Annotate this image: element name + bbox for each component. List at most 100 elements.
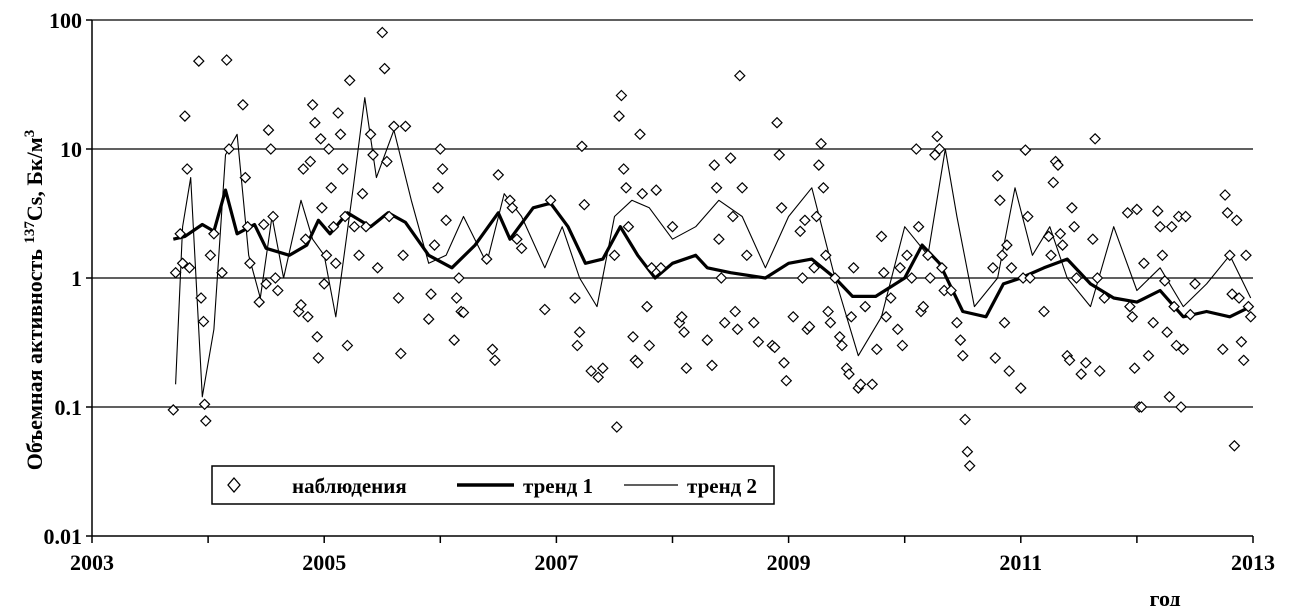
- legend-label-trend1: тренд 1: [523, 474, 593, 498]
- observation-point: [1089, 132, 1101, 145]
- observation-point: [870, 343, 883, 356]
- observation-point: [480, 253, 493, 265]
- observation-point: [223, 143, 235, 155]
- observation-point: [440, 214, 452, 227]
- x-tick-label: 2007: [534, 550, 578, 575]
- observation-point: [1233, 292, 1245, 304]
- observation-point: [348, 220, 361, 233]
- observation-point: [448, 334, 461, 346]
- observation-point: [1005, 261, 1018, 274]
- observation-point: [912, 220, 925, 233]
- observation-point: [1240, 249, 1252, 262]
- observation-point: [334, 128, 347, 141]
- observation-point: [1177, 343, 1190, 356]
- observation-point: [891, 323, 904, 336]
- observation-point: [573, 326, 586, 339]
- observation-point: [314, 132, 327, 145]
- observation-point: [515, 242, 528, 255]
- observation-point: [1047, 176, 1060, 189]
- observation-point: [239, 171, 252, 184]
- observation-point: [645, 261, 658, 274]
- observation-point: [264, 143, 277, 155]
- observation-point: [1014, 382, 1027, 394]
- observation-point: [364, 128, 377, 141]
- observation-point: [436, 163, 449, 175]
- observation-point: [489, 354, 501, 367]
- observation-point: [181, 163, 194, 175]
- observation-point: [1138, 257, 1150, 270]
- observation-point: [1156, 249, 1169, 262]
- observation-point: [815, 137, 827, 150]
- observation-point: [167, 404, 180, 416]
- observation-point: [383, 210, 396, 223]
- observation-point: [1001, 239, 1013, 251]
- y-tick-label: 1: [71, 266, 82, 291]
- observation-point: [1228, 439, 1241, 452]
- observation-point: [1093, 365, 1106, 377]
- observation-point: [544, 194, 557, 207]
- observation-point: [1168, 300, 1180, 313]
- observation-point: [1223, 249, 1236, 262]
- observation-point: [592, 371, 605, 384]
- observation-point: [329, 257, 342, 270]
- observation-point: [392, 292, 405, 304]
- observation-point: [220, 54, 233, 66]
- observation-point: [655, 261, 667, 274]
- observation-point: [1068, 220, 1081, 233]
- observation-point: [636, 187, 649, 200]
- observation-point: [787, 310, 800, 323]
- observation-point: [1079, 356, 1092, 369]
- observation-point: [1189, 278, 1201, 290]
- observation-point: [1147, 316, 1160, 329]
- observation-point: [1131, 203, 1143, 216]
- observation-point: [312, 352, 325, 364]
- observation-point: [859, 300, 872, 313]
- y-axis-label: Объемная активность 137Cs, Бк/м3: [22, 130, 47, 470]
- observation-point: [951, 316, 963, 329]
- observation-point: [833, 330, 846, 343]
- observation-point: [773, 149, 786, 161]
- observation-point: [1126, 310, 1139, 323]
- observation-point: [336, 163, 349, 175]
- observation-point: [710, 181, 723, 194]
- x-axis-label: год: [1150, 586, 1181, 606]
- observation-point: [1184, 308, 1197, 321]
- observation-point: [945, 284, 957, 297]
- observation-point: [1175, 401, 1187, 413]
- observation-point: [991, 169, 1004, 182]
- legend: наблюдения тренд 1 тренд 2: [211, 465, 775, 505]
- observation-point: [775, 201, 788, 214]
- observation-point: [353, 249, 365, 262]
- observation-point: [803, 320, 816, 333]
- observation-point: [729, 305, 742, 318]
- observation-point: [322, 143, 335, 155]
- observation-point: [492, 169, 505, 181]
- observation-point: [896, 339, 909, 352]
- observation-point: [260, 278, 272, 290]
- observation-point: [680, 362, 693, 375]
- observation-point: [457, 306, 470, 319]
- observation-point: [634, 128, 646, 141]
- legend-marker-observations: [227, 477, 241, 493]
- observation-point: [713, 233, 725, 246]
- observation-point: [397, 249, 409, 262]
- observation-point: [740, 249, 753, 262]
- observation-point: [394, 347, 407, 360]
- observation-point: [216, 266, 228, 279]
- observation-point: [1121, 206, 1134, 219]
- observation-point: [176, 257, 189, 270]
- axes: [86, 19, 1254, 543]
- observation-point: [987, 261, 999, 274]
- trend-2-line: [175, 97, 1252, 398]
- observation-point: [434, 143, 447, 155]
- observation-point: [183, 261, 196, 274]
- observation-point: [998, 316, 1011, 329]
- observation-point: [727, 210, 739, 223]
- observation-point: [1135, 401, 1148, 413]
- observation-point: [1154, 220, 1166, 233]
- observation-point: [1237, 354, 1250, 367]
- observation-point: [875, 230, 888, 243]
- y-axis-label-text: Объемная активность: [22, 244, 47, 471]
- observation-point: [1024, 272, 1036, 284]
